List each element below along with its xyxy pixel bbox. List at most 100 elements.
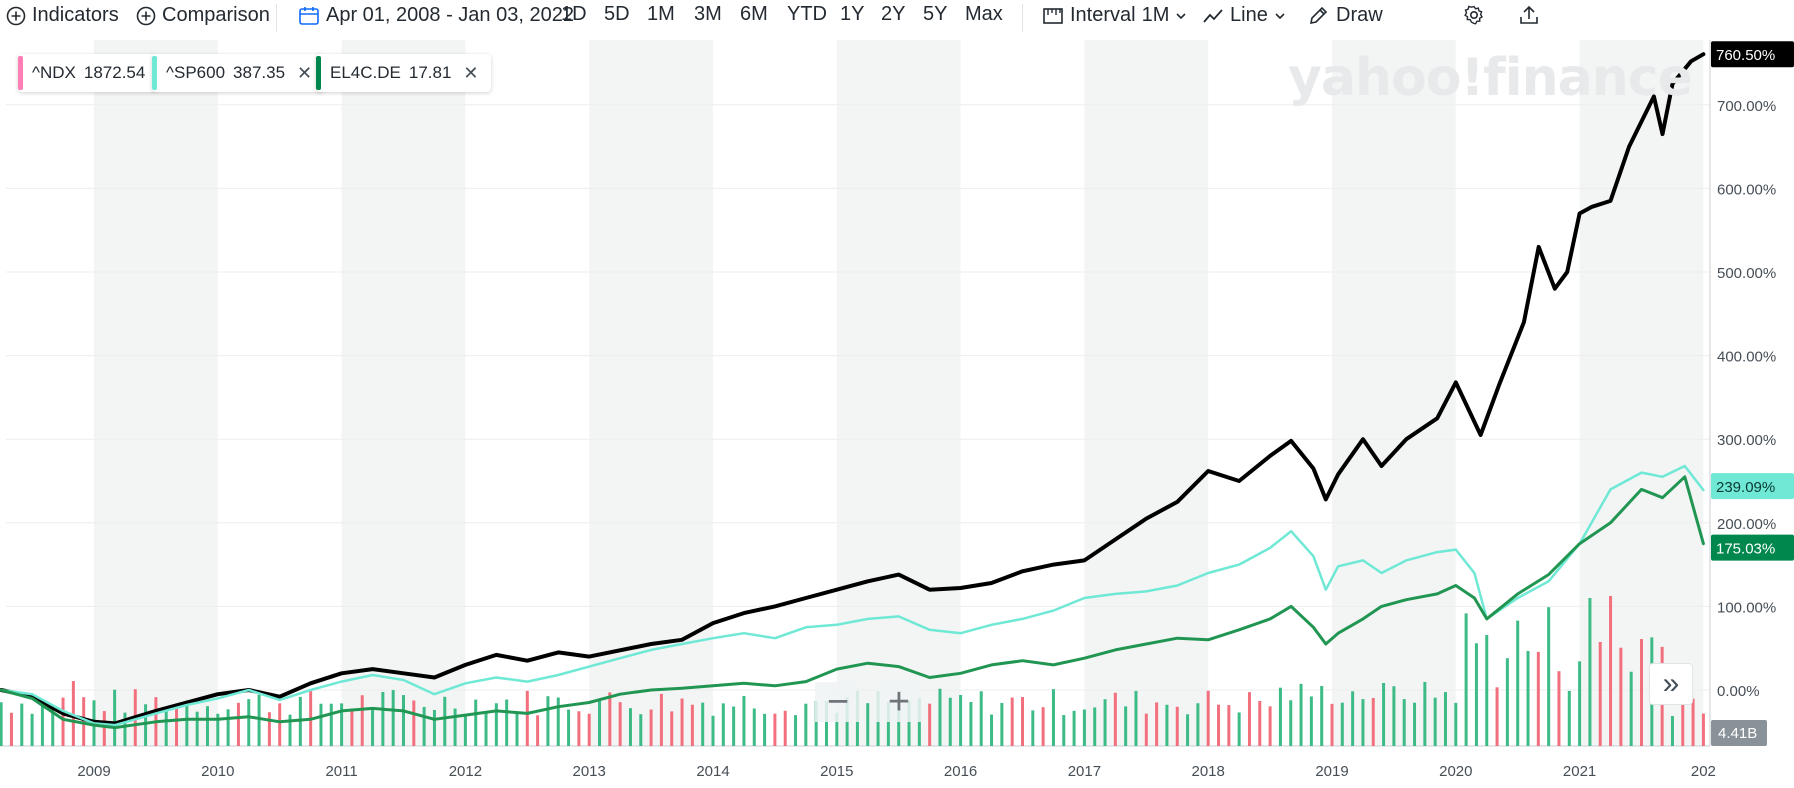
remove-sp600-icon[interactable]: ✕ [297, 62, 313, 83]
settings-button[interactable] [1463, 4, 1485, 26]
volume-bar [1578, 661, 1582, 746]
volume-bar [525, 690, 529, 746]
volume-bar [1557, 671, 1561, 746]
volume-bar [288, 714, 292, 746]
legend-ndx[interactable]: ^NDX 1872.54 [18, 54, 158, 92]
x-tick-label: 2010 [201, 763, 234, 780]
chart-area[interactable]: 0.00% 100.00% 200.00% 300.00% 400.00% 500.00%… [0, 40, 1794, 788]
last-value-el4c: 175.03% [1716, 541, 1775, 558]
chart-type-dropdown[interactable]: Line [1202, 4, 1286, 27]
volume-bar [40, 699, 44, 746]
draw-button[interactable]: Draw [1308, 4, 1383, 27]
volume-bar [928, 703, 932, 746]
range-1m[interactable]: 1M [647, 3, 675, 25]
scroll-right-button[interactable]: » [1649, 663, 1693, 705]
indicators-button[interactable]: Indicators [6, 4, 119, 27]
volume-bar [123, 712, 127, 746]
x-tick-label: 2009 [77, 763, 110, 780]
volume-bar [51, 708, 55, 746]
chart-type-label: Line [1230, 4, 1268, 26]
legend-el4c[interactable]: EL4C.DE 17.81 ✕ [316, 54, 491, 92]
range-1d[interactable]: 1D [561, 3, 587, 25]
volume-bar [959, 694, 963, 746]
volume-bar [1485, 634, 1489, 746]
volume-bar [1155, 702, 1159, 746]
volume-bar [1072, 710, 1076, 746]
volume-bar [1547, 607, 1551, 746]
volume-bar [371, 708, 375, 746]
volume-bar [484, 713, 488, 746]
calendar-icon [299, 6, 319, 25]
volume-bar [247, 699, 251, 746]
legend-sp600[interactable]: ^SP600 387.35 ✕ [152, 54, 325, 92]
volume-bar [1681, 703, 1685, 746]
volume-bar [61, 697, 65, 746]
indicators-label: Indicators [32, 4, 119, 26]
volume-bar [1701, 713, 1705, 746]
volume-bar [1196, 703, 1200, 746]
plus-circle-icon [136, 6, 156, 25]
volume-bar [659, 693, 663, 746]
volume-bar [1371, 697, 1375, 746]
volume-bar [1227, 705, 1231, 746]
volume-bar [1041, 707, 1045, 746]
volume-bar [1247, 692, 1251, 746]
volume-bar [917, 698, 921, 746]
volume-bar [1629, 671, 1633, 746]
remove-el4c-icon[interactable]: ✕ [463, 62, 479, 83]
volume-bar [742, 695, 746, 746]
volume-bar [185, 700, 189, 746]
range-5d[interactable]: 5D [604, 3, 630, 25]
date-range-button[interactable]: Apr 01, 2008 - Jan 03, 2022 [298, 4, 574, 27]
volume-bar [1299, 683, 1303, 746]
volume-bar [1392, 686, 1396, 746]
range-max[interactable]: Max [965, 3, 1003, 25]
range-ytd[interactable]: YTD [787, 3, 827, 25]
year-band [1332, 40, 1456, 746]
zoom-out-button[interactable]: − [815, 681, 861, 723]
year-band [1084, 40, 1209, 746]
volume-bar [1402, 699, 1406, 746]
legend-symbol: EL4C.DE [330, 63, 401, 82]
x-tick-label: 2013 [573, 763, 606, 780]
chevron-down-icon [1176, 12, 1186, 19]
share-icon [1520, 5, 1538, 24]
volume-bar [71, 681, 75, 746]
series-line-ndx [0, 52, 1706, 726]
volume-bar [329, 703, 333, 746]
volume-bar [1031, 710, 1035, 746]
volume-bar [587, 713, 591, 746]
volume-bar [1010, 697, 1014, 746]
comparison-chart[interactable]: 0.00% 100.00% 200.00% 300.00% 400.00% 500.00%… [0, 40, 1794, 788]
range-6m[interactable]: 6M [740, 3, 768, 25]
volume-bar [505, 699, 509, 746]
volume-bar [608, 692, 612, 746]
legend-swatch [18, 56, 23, 90]
volume-bar [1516, 620, 1520, 746]
chart-toolbar: Indicators Comparison Apr 01, 2008 - Jan… [0, 0, 1794, 36]
volume-bar [773, 713, 777, 746]
volume-bar [278, 703, 282, 746]
volume-bar [690, 704, 694, 746]
volume-bar [515, 712, 519, 746]
volume-bar [1640, 639, 1643, 746]
share-button[interactable] [1518, 4, 1540, 26]
range-3m[interactable]: 3M [694, 3, 722, 25]
range-5y[interactable]: 5Y [923, 3, 948, 25]
x-tick-label: 2015 [820, 763, 853, 780]
volume-bar [628, 708, 632, 746]
y-tick-label: 400.00% [1717, 349, 1776, 366]
volume-bar [1144, 713, 1148, 746]
zoom-in-button[interactable]: + [876, 681, 922, 723]
volume-bar [979, 691, 983, 746]
last-value-ndx-bg [1711, 41, 1794, 68]
comparison-button[interactable]: Comparison [136, 4, 270, 27]
volume-bar [969, 701, 973, 746]
range-1y[interactable]: 1Y [840, 3, 865, 25]
range-2y[interactable]: 2Y [881, 3, 906, 25]
interval-dropdown[interactable]: Interval 1M [1042, 4, 1187, 27]
volume-bar [752, 708, 756, 746]
volume-bar [1186, 714, 1190, 746]
volume-bar [990, 714, 994, 746]
volume-badge-bg [1711, 720, 1767, 746]
